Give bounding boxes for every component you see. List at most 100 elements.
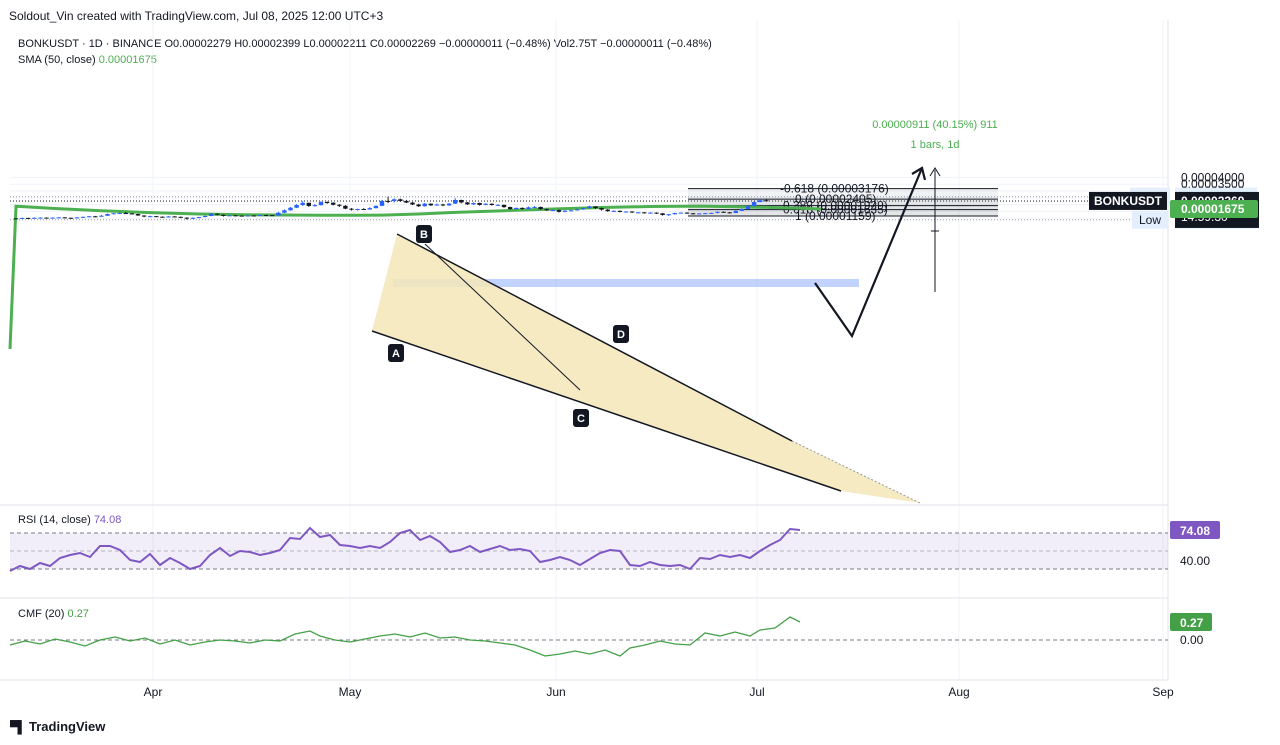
candle-body	[465, 202, 470, 205]
candle	[251, 215, 257, 217]
candle-body	[215, 213, 220, 215]
candle	[440, 203, 446, 207]
chart-grid	[10, 20, 1168, 680]
cmf-pane	[9, 616, 1168, 657]
candle-body	[331, 202, 336, 205]
candle	[739, 208, 745, 212]
candle-body	[38, 217, 43, 219]
candle	[520, 207, 525, 210]
candle	[38, 217, 43, 219]
candle-body	[690, 213, 696, 215]
candle-body	[459, 199, 464, 203]
candle	[489, 203, 494, 206]
candle	[758, 199, 763, 203]
price-axis[interactable]: 0.000040000.000035000.000030000.00002500…	[1089, 170, 1259, 647]
falling-wedge-pattern[interactable]	[371, 233, 921, 504]
candle	[233, 215, 238, 217]
low-value: L0.00002211	[303, 38, 367, 50]
candle-body	[80, 216, 86, 218]
cmf-tag-bg	[1170, 613, 1212, 631]
rsi-pane	[9, 526, 1168, 572]
rsi-tag-label: 74.08	[1180, 524, 1210, 538]
candle-body	[727, 212, 732, 214]
rsi-axis-label: 40.00	[1180, 554, 1210, 568]
sma-label: SMA (50, close)	[18, 54, 96, 66]
candle-body	[239, 215, 244, 217]
candle-body	[654, 212, 659, 214]
candle	[355, 208, 360, 211]
candle-body	[178, 216, 183, 218]
sma-legend[interactable]: SMA (50, close) 0.00001675	[18, 54, 157, 66]
candle-body	[379, 200, 385, 206]
candle-body	[294, 205, 299, 208]
candle	[471, 202, 476, 205]
candle	[642, 212, 647, 214]
candle-body	[422, 203, 427, 207]
candle	[141, 215, 147, 218]
pattern-point-box	[573, 409, 589, 427]
candle-body	[599, 208, 604, 210]
cmf-tag-label: 0.27	[1180, 616, 1204, 630]
candle	[117, 212, 122, 215]
candle-body	[263, 215, 269, 217]
time-tick-label: Jun	[546, 685, 565, 699]
candle-body	[367, 208, 372, 210]
sma-tag-label: 0.00001675	[1181, 202, 1245, 216]
symbol-legend: BONKUSDT · 1D · BINANCE O0.00002279 H0.0…	[18, 38, 712, 50]
candle-body	[648, 212, 653, 214]
candle	[166, 216, 171, 218]
candle-body	[172, 216, 177, 218]
candle	[331, 202, 336, 206]
candle-body	[507, 207, 513, 210]
fib-level-label: -0.618 (0.00003176)	[780, 182, 889, 196]
candle	[129, 213, 135, 215]
candle	[19, 217, 25, 219]
candle	[373, 205, 379, 209]
time-axis[interactable]: Apr May Jun Jul Aug Sep	[144, 685, 1174, 699]
candle	[697, 213, 702, 215]
candle	[709, 212, 714, 214]
candle	[44, 217, 49, 219]
candle	[672, 212, 677, 215]
candle	[416, 203, 421, 207]
abcd-pattern-labels: A B C D	[388, 225, 629, 427]
candle-body	[282, 210, 287, 213]
pattern-point-box	[613, 325, 629, 343]
candle-body	[611, 210, 616, 212]
candle-body	[135, 213, 141, 216]
candle-body	[556, 210, 562, 212]
projection-path[interactable]: 0.00000911 (40.15%) 911 1 bars, 1d	[814, 119, 998, 339]
rsi-legend[interactable]: RSI (14, close) 74.08	[18, 514, 121, 526]
candle-body	[306, 202, 311, 206]
candle	[227, 214, 232, 217]
candle-body	[312, 205, 318, 207]
candle	[550, 209, 555, 212]
candle	[62, 217, 67, 219]
projection-zigzag	[814, 167, 924, 339]
resistance-band	[393, 279, 859, 287]
measure-arrow	[929, 167, 941, 177]
symbol-name[interactable]: BONKUSDT · 1D · BINANCE	[18, 38, 162, 50]
time-tick-label: Jul	[749, 685, 764, 699]
candle	[300, 201, 305, 206]
candle-body	[593, 206, 598, 208]
candle	[483, 203, 488, 206]
candle	[190, 217, 196, 219]
candle	[74, 216, 80, 219]
candle	[209, 213, 214, 217]
candle	[239, 215, 244, 217]
candle	[556, 209, 562, 213]
candle-body	[392, 199, 397, 202]
candle	[727, 212, 732, 214]
candle	[587, 205, 592, 209]
cmf-label: CMF (20)	[18, 608, 65, 620]
fib-extension-tool[interactable]: -0.618 (0.00003176)0 (0.00002405)0.382 (…	[393, 182, 998, 287]
candle	[764, 199, 769, 202]
candle-body	[196, 217, 202, 219]
candle-body	[617, 210, 623, 212]
candle-body	[758, 200, 763, 203]
candle	[111, 212, 116, 215]
candle	[617, 210, 623, 213]
cmf-legend[interactable]: CMF (20) 0.27	[18, 608, 89, 620]
